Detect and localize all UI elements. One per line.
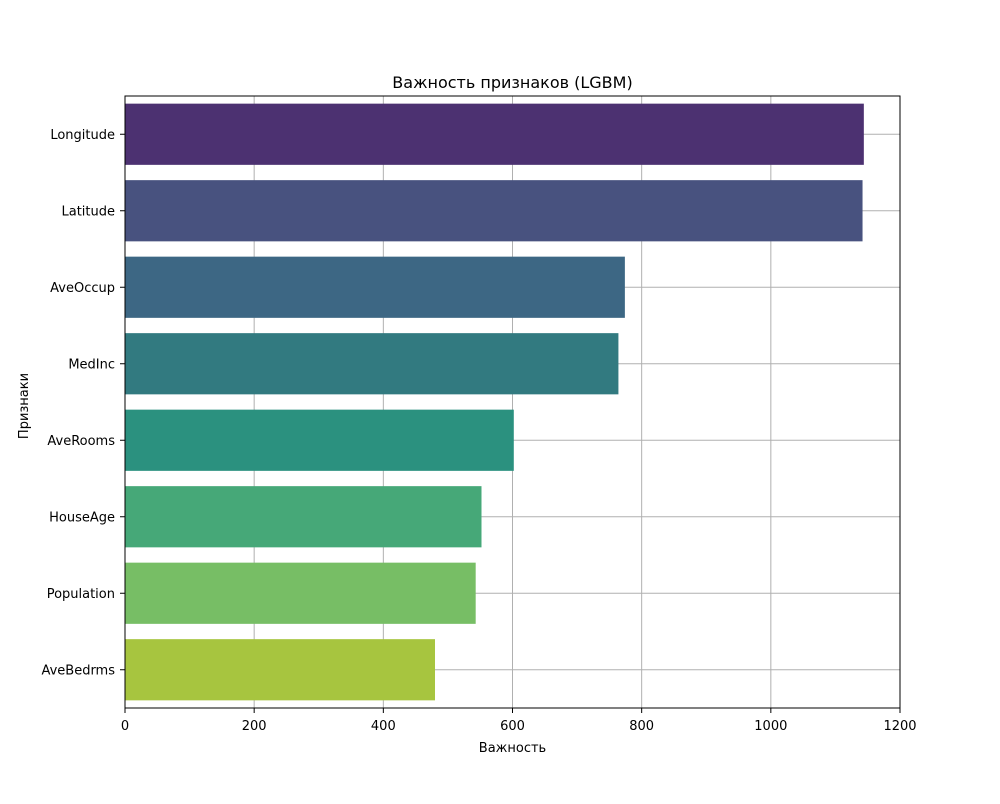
chart-title: Важность признаков (LGBM) [392, 73, 632, 92]
bar-medinc [125, 333, 619, 395]
bar-avebedrms [125, 639, 435, 701]
y-axis-ticks: Longitude Latitude AveOccup MedInc AveRooms H… [41, 128, 125, 678]
y-tick-label: Longitude [50, 128, 115, 143]
x-tick-label: 0 [121, 719, 129, 734]
bar-population [125, 562, 476, 624]
y-tick-label: Population [47, 587, 115, 602]
bar-houseage [125, 486, 482, 548]
bar-aveoccup [125, 256, 625, 318]
y-axis-label: Признаки [17, 373, 32, 439]
x-tick-label: 200 [242, 719, 267, 734]
y-tick-label: AveBedrms [41, 663, 115, 678]
y-tick-label: HouseAge [49, 510, 115, 525]
y-tick-label: Latitude [61, 204, 115, 219]
y-tick-label: AveRooms [47, 434, 115, 449]
x-tick-label: 600 [500, 719, 525, 734]
bar-latitude [125, 180, 863, 242]
x-axis-label: Важность [479, 741, 546, 756]
x-tick-label: 1200 [883, 719, 916, 734]
bars [125, 103, 864, 701]
x-tick-label: 1000 [754, 719, 787, 734]
x-tick-label: 400 [371, 719, 396, 734]
bar-averooms [125, 409, 514, 471]
y-tick-label: AveOccup [50, 281, 115, 296]
x-axis-ticks: 0 200 400 600 800 1000 1200 [121, 708, 917, 734]
bar-longitude [125, 103, 864, 165]
y-tick-label: MedInc [68, 357, 115, 372]
x-tick-label: 800 [629, 719, 654, 734]
